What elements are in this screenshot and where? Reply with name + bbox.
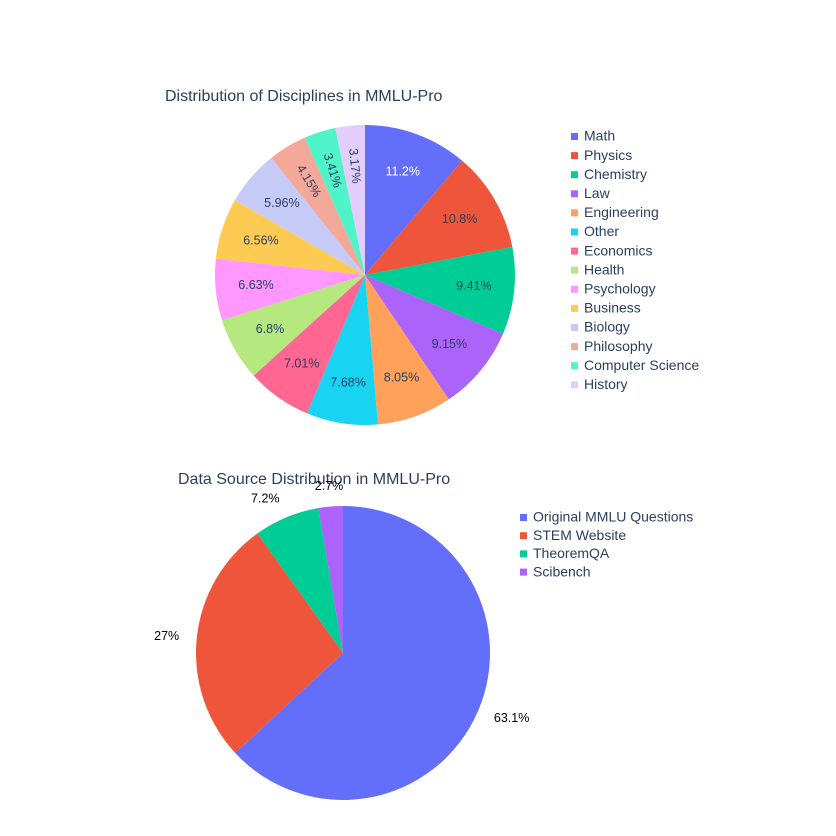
legend-label-other: Other (584, 223, 619, 239)
slice-theoremqa[interactable] (257, 508, 343, 653)
legend-item-psychology[interactable]: Psychology (571, 281, 656, 297)
legend-swatch-economics (571, 247, 578, 255)
slice-biology[interactable] (234, 157, 365, 275)
legend-label-math: Math (584, 128, 615, 144)
legend-item-chemistry[interactable]: Chemistry (571, 166, 647, 182)
slice-label-history: 3.17% (346, 148, 363, 185)
slice-label-theoremqa: 7.2% (251, 491, 280, 505)
slice-label-physics: 10.8% (442, 212, 477, 226)
slice-original-mmlu-questions[interactable] (235, 506, 491, 800)
slice-label-law: 9.15% (432, 337, 467, 351)
legend-item-other[interactable]: Other (571, 223, 619, 239)
legend-item-math[interactable]: Math (571, 128, 615, 144)
legend-swatch-business (571, 304, 578, 312)
data-source-pie-slices (196, 506, 491, 800)
legend-swatch-engineering (571, 209, 578, 217)
slice-health[interactable] (222, 275, 365, 376)
slice-psychology[interactable] (214, 258, 365, 321)
slice-label-chemistry: 9.41% (456, 279, 491, 293)
legend-label-scibench: Scibench (533, 563, 591, 579)
legend-label-theoremqa: TheoremQA (533, 545, 610, 561)
legend-label-philosophy: Philosophy (584, 338, 653, 354)
legend-swatch-theoremqa (520, 550, 527, 558)
legend-label-chemistry: Chemistry (584, 166, 647, 182)
slice-label-engineering: 8.05% (384, 371, 419, 385)
slice-label-stem-website: 27% (154, 629, 179, 643)
legend-item-biology[interactable]: Biology (571, 319, 630, 335)
slice-engineering[interactable] (365, 275, 449, 425)
legend-swatch-original-mmlu-questions (520, 514, 527, 521)
slice-history[interactable] (335, 125, 365, 275)
legend-label-biology: Biology (584, 319, 630, 335)
data-source-legend[interactable]: Original MMLU Questions STEM Website Theor… (520, 509, 693, 580)
legend-item-economics[interactable]: Economics (571, 242, 652, 258)
slice-law[interactable] (365, 275, 503, 400)
legend-swatch-law (571, 190, 578, 198)
slice-scibench[interactable] (318, 506, 343, 653)
slice-economics[interactable] (253, 275, 365, 414)
legend-swatch-biology (571, 324, 578, 331)
legend-item-theoremqa[interactable]: TheoremQA (520, 545, 610, 561)
slice-label-economics: 7.01% (284, 357, 319, 371)
slice-computer-science[interactable] (304, 127, 365, 275)
slice-label-math: 11.2% (385, 165, 420, 179)
slice-physics[interactable] (365, 160, 513, 275)
disciplines-chart-title: Distribution of Disciplines in MMLU-Pro (165, 88, 443, 105)
legend-item-health[interactable]: Health (571, 261, 624, 277)
disciplines-pie-slices (214, 125, 515, 425)
legend-label-computer-science: Computer Science (584, 357, 699, 373)
slice-label-health: 6.8% (256, 322, 285, 336)
slice-philosophy[interactable] (271, 137, 365, 275)
slice-label-biology: 5.96% (264, 196, 299, 210)
legend-swatch-history (571, 381, 578, 389)
slice-stem-website[interactable] (196, 533, 343, 753)
legend-item-stem-website[interactable]: STEM Website (520, 527, 626, 543)
legend-item-philosophy[interactable]: Philosophy (571, 338, 653, 354)
disciplines-pie-chart: Distribution of Disciplines in MMLU-Pro … (165, 88, 699, 425)
legend-item-engineering[interactable]: Engineering (571, 204, 659, 220)
legend-label-business: Business (584, 300, 641, 316)
legend-label-physics: Physics (584, 147, 632, 163)
legend-swatch-philosophy (571, 343, 578, 351)
slice-math[interactable] (365, 125, 463, 275)
legend-label-health: Health (584, 261, 624, 277)
legend-swatch-health (571, 266, 578, 274)
legend-item-computer-science[interactable]: Computer Science (571, 357, 699, 373)
legend-label-stem-website: STEM Website (533, 527, 626, 543)
data-source-chart-title: Data Source Distribution in MMLU-Pro (178, 471, 450, 488)
legend-label-psychology: Psychology (584, 281, 656, 297)
legend-item-original-mmlu-questions[interactable]: Original MMLU Questions (520, 509, 693, 525)
legend-item-business[interactable]: Business (571, 300, 641, 316)
slice-other[interactable] (307, 275, 378, 425)
slice-label-original-mmlu-questions: 63.1% (494, 711, 529, 725)
legend-swatch-other (571, 228, 578, 236)
legend-label-history: History (584, 376, 628, 392)
legend-label-engineering: Engineering (584, 204, 659, 220)
legend-item-physics[interactable]: Physics (571, 147, 632, 163)
legend-label-law: Law (584, 185, 611, 201)
slice-chemistry[interactable] (365, 246, 515, 334)
slice-label-business: 6.56% (243, 233, 278, 247)
legend-label-economics: Economics (584, 242, 652, 258)
legend-label-original-mmlu-questions: Original MMLU Questions (533, 509, 693, 525)
slice-business[interactable] (215, 200, 365, 275)
legend-item-history[interactable]: History (571, 376, 628, 392)
legend-swatch-physics (571, 152, 578, 160)
data-source-pie-labels: 63.1% 27% 7.2% 2.7% (154, 479, 529, 725)
legend-swatch-computer-science (571, 362, 578, 370)
legend-swatch-math (571, 133, 578, 140)
slice-label-other: 7.68% (330, 375, 365, 389)
legend-swatch-psychology (571, 285, 578, 293)
legend-swatch-scibench (520, 568, 527, 576)
legend-swatch-stem-website (520, 532, 527, 540)
slice-label-scibench: 2.7% (315, 479, 344, 493)
legend-item-law[interactable]: Law (571, 185, 611, 201)
slice-label-psychology: 6.63% (238, 278, 273, 292)
legend-item-scibench[interactable]: Scibench (520, 563, 591, 579)
disciplines-legend[interactable]: Math Physics Chemistry Law Engineering Other E… (571, 128, 699, 392)
data-source-pie-chart: Data Source Distribution in MMLU-Pro 63.… (154, 471, 693, 800)
legend-swatch-chemistry (571, 171, 578, 179)
